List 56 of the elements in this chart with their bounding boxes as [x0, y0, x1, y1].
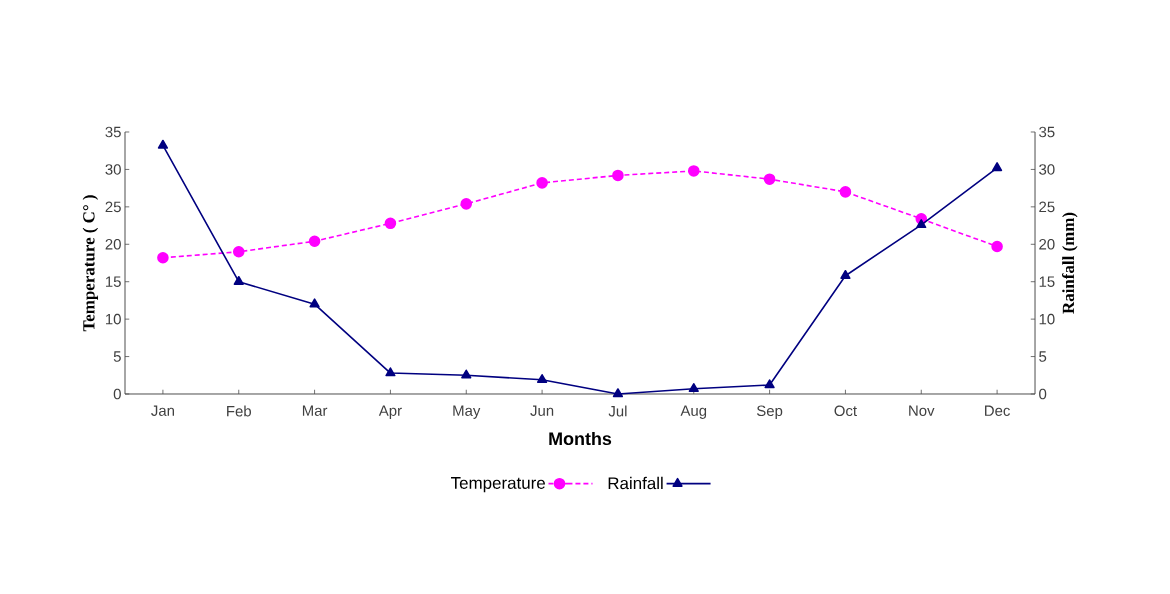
- x-tick-label: Jul: [608, 405, 627, 417]
- y2-tick-label: 0: [1039, 388, 1047, 400]
- point: [536, 373, 548, 384]
- x-tick-label: Jan: [151, 405, 174, 416]
- point: [839, 186, 852, 198]
- y-tick-label: 0: [113, 388, 121, 400]
- point: [763, 173, 776, 185]
- point: [688, 382, 699, 393]
- x-tick-label: Oct: [834, 405, 857, 417]
- point: [687, 165, 700, 177]
- y2-tick-label: 5: [1039, 351, 1047, 362]
- point: [309, 298, 320, 308]
- x-tick-label: Feb: [227, 405, 251, 417]
- point: [764, 379, 775, 389]
- point: [612, 388, 624, 398]
- x-tick-label: May: [453, 405, 481, 419]
- y2-tick-label: 30: [1039, 164, 1055, 175]
- x-tick-label: Dec: [985, 405, 1010, 416]
- y2-tick-label: 35: [1039, 126, 1055, 138]
- legend-label: Rainfall: [608, 476, 663, 490]
- x-axis-title: Months: [549, 431, 612, 446]
- point: [157, 139, 169, 149]
- y2-tick-label: 25: [1039, 201, 1055, 213]
- y2-axis-title: Rainfall (mm): [1062, 212, 1078, 314]
- y-tick-label: 30: [105, 164, 121, 175]
- x-tick-label: Sep: [756, 405, 783, 420]
- y-tick-label: 15: [106, 276, 121, 287]
- point: [157, 251, 169, 264]
- x-tick-label: Apr: [378, 405, 402, 419]
- y-tick-label: 20: [105, 238, 121, 250]
- point: [384, 217, 397, 230]
- point: [232, 245, 245, 258]
- point: [308, 235, 321, 248]
- x-tick-label: Mar: [302, 405, 328, 416]
- x-tick-label: Aug: [680, 405, 707, 419]
- y-axis-title: Temperature ( C° ): [82, 195, 99, 332]
- y2-tick-label: 20: [1039, 238, 1055, 250]
- y2-tick-label: 10: [1039, 313, 1055, 325]
- point: [461, 369, 472, 379]
- y-tick-label: 5: [113, 351, 121, 362]
- x-tick-label: Jun: [530, 405, 554, 416]
- y2-tick-label: 15: [1039, 276, 1055, 287]
- point: [233, 275, 244, 285]
- y-tick-label: 10: [106, 313, 121, 325]
- point: [460, 198, 473, 210]
- legend-label: Temperature: [451, 477, 545, 493]
- y-tick-label: 25: [105, 201, 121, 213]
- point: [385, 367, 396, 377]
- point: [840, 269, 851, 280]
- point: [916, 219, 927, 229]
- point: [991, 162, 1003, 172]
- point: [536, 177, 548, 189]
- y-tick-label: 35: [105, 126, 121, 138]
- point: [991, 240, 1003, 253]
- x-tick-label: Nov: [909, 405, 935, 416]
- point: [612, 169, 624, 182]
